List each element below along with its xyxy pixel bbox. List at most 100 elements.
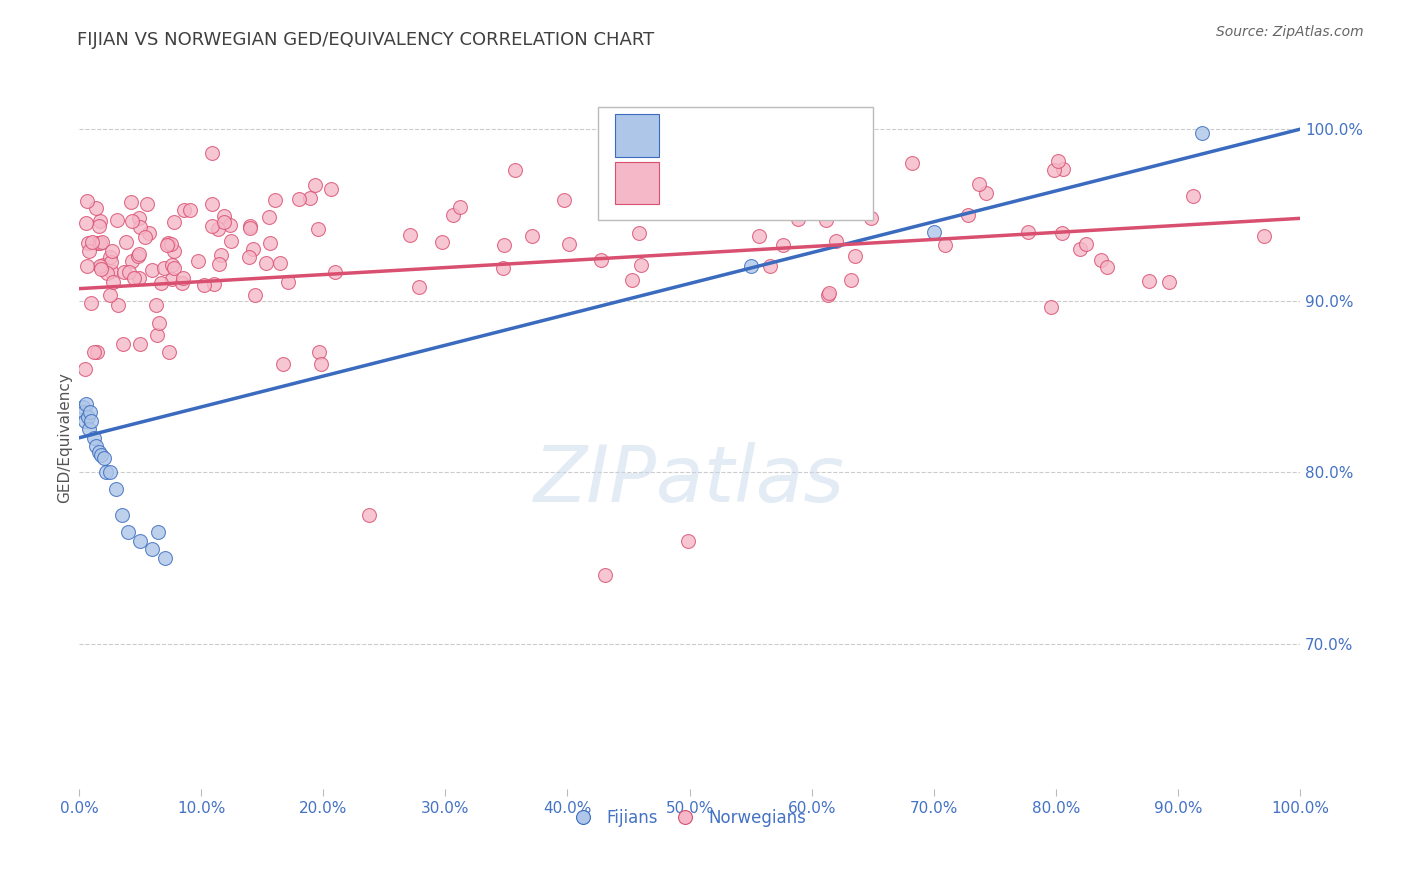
Point <box>163 260 186 275</box>
Point <box>84 439 107 453</box>
Text: N = 151: N = 151 <box>780 168 860 186</box>
Point <box>620 273 643 287</box>
Point <box>259 211 281 225</box>
Point <box>77 244 100 259</box>
Point <box>96 266 118 280</box>
Point <box>122 271 145 285</box>
Point <box>117 524 139 539</box>
Point <box>79 405 101 419</box>
Point <box>665 179 688 194</box>
Point <box>156 238 179 252</box>
Point <box>201 197 224 211</box>
Point <box>128 270 150 285</box>
FancyBboxPatch shape <box>598 107 873 220</box>
Point <box>201 146 224 161</box>
Point <box>90 448 112 462</box>
Point <box>141 263 163 277</box>
Point <box>859 211 882 225</box>
Point <box>974 186 997 200</box>
Point <box>87 219 110 234</box>
Point <box>150 276 173 290</box>
Point <box>73 405 96 419</box>
Point <box>89 259 111 273</box>
Point <box>589 253 612 268</box>
Y-axis label: GED/Equivalency: GED/Equivalency <box>58 372 72 503</box>
Point <box>1043 162 1066 177</box>
Point <box>817 288 839 302</box>
Point <box>145 297 167 311</box>
Point <box>129 219 152 234</box>
Point <box>1090 252 1112 267</box>
Point <box>212 214 235 228</box>
Point <box>398 227 420 242</box>
Point <box>172 276 194 290</box>
Point <box>492 260 515 275</box>
Point <box>89 235 111 250</box>
Point <box>98 465 121 479</box>
Point <box>676 533 699 548</box>
Point <box>121 214 143 228</box>
Point <box>83 345 105 359</box>
Point <box>1040 301 1063 315</box>
Point <box>522 228 544 243</box>
Point <box>1069 242 1091 256</box>
Point <box>787 211 810 226</box>
Point <box>87 444 110 458</box>
Point <box>627 226 650 240</box>
Point <box>765 196 787 211</box>
Point <box>239 221 262 235</box>
Point <box>100 264 122 278</box>
Point <box>957 208 980 222</box>
Point <box>107 298 129 312</box>
Point <box>748 228 770 243</box>
Point <box>593 568 616 582</box>
Point <box>212 209 235 223</box>
Point <box>553 193 575 207</box>
Point <box>136 196 159 211</box>
Point <box>84 201 107 215</box>
Point <box>273 357 295 371</box>
Point <box>118 264 141 278</box>
Point <box>75 414 97 428</box>
Point <box>814 213 837 227</box>
Point <box>73 362 96 376</box>
Point <box>259 235 281 250</box>
Point <box>127 249 149 263</box>
Point <box>128 247 150 261</box>
Point <box>114 235 136 249</box>
Point <box>1047 154 1070 169</box>
Point <box>80 414 103 428</box>
Point <box>824 234 846 248</box>
Point <box>238 250 260 264</box>
Point <box>160 237 183 252</box>
Point <box>432 235 454 249</box>
FancyBboxPatch shape <box>614 161 659 204</box>
Point <box>922 225 945 239</box>
Point <box>76 410 98 425</box>
Point <box>277 275 299 289</box>
Point <box>93 451 115 466</box>
Text: FIJIAN VS NORWEGIAN GED/EQUIVALENCY CORRELATION CHART: FIJIAN VS NORWEGIAN GED/EQUIVALENCY CORR… <box>77 31 655 49</box>
Point <box>76 194 98 208</box>
Point <box>207 222 229 236</box>
Point <box>494 238 516 252</box>
Point <box>1017 225 1039 239</box>
Point <box>1253 229 1275 244</box>
Point <box>101 244 124 258</box>
Text: N = 25: N = 25 <box>780 114 848 132</box>
Point <box>219 218 242 232</box>
Point <box>103 275 125 289</box>
Point <box>449 200 471 214</box>
Point <box>141 542 163 557</box>
Point <box>112 336 135 351</box>
Point <box>633 194 655 208</box>
Point <box>408 280 430 294</box>
Point <box>75 216 97 230</box>
Point <box>153 550 176 565</box>
Point <box>242 242 264 256</box>
Point <box>1052 162 1074 177</box>
Point <box>818 285 841 300</box>
Point <box>298 191 321 205</box>
Point <box>80 296 103 310</box>
Point <box>148 524 170 539</box>
